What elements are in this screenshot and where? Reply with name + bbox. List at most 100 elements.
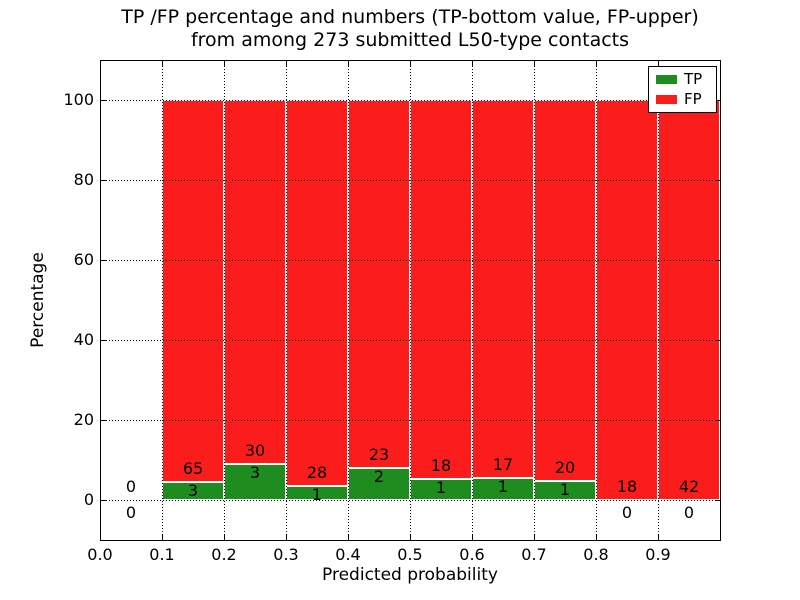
x-tick-mark bbox=[286, 61, 287, 66]
x-tick-mark bbox=[410, 61, 411, 66]
x-tick-label: 0.0 bbox=[87, 545, 113, 564]
y-tick-mark bbox=[715, 180, 720, 181]
chart-title-line1: TP /FP percentage and numbers (TP-bottom… bbox=[121, 6, 699, 28]
x-tick-mark bbox=[348, 61, 349, 66]
legend: TP FP bbox=[648, 66, 717, 113]
x-tick-mark bbox=[410, 535, 411, 540]
y-tick-mark bbox=[101, 340, 106, 341]
y-tick-mark bbox=[101, 420, 106, 421]
x-gridline bbox=[472, 60, 473, 540]
fp-bar-segment bbox=[162, 100, 224, 483]
y-tick-label: 80 bbox=[73, 170, 94, 189]
y-gridline bbox=[100, 340, 720, 341]
x-tick-mark bbox=[100, 535, 101, 540]
tp-count-label: 0 bbox=[683, 503, 695, 522]
y-gridline bbox=[100, 420, 720, 421]
x-tick-label: 0.2 bbox=[211, 545, 237, 564]
y-gridline bbox=[100, 180, 720, 181]
fp-count-label: 18 bbox=[616, 477, 638, 496]
chart-title: TP /FP percentage and numbers (TP-bottom… bbox=[90, 6, 730, 52]
x-tick-label: 0.5 bbox=[397, 545, 423, 564]
x-tick-mark bbox=[534, 61, 535, 66]
x-tick-mark bbox=[472, 61, 473, 66]
x-tick-mark bbox=[162, 535, 163, 540]
x-tick-mark bbox=[286, 535, 287, 540]
y-axis-label: Percentage bbox=[28, 252, 48, 348]
tp-count-label: 2 bbox=[373, 467, 385, 486]
fp-count-label: 28 bbox=[306, 463, 328, 483]
tp-bar-segment bbox=[348, 468, 410, 500]
y-tick-mark bbox=[715, 500, 720, 501]
x-tick-mark bbox=[224, 61, 225, 66]
tp-count-label: 3 bbox=[187, 481, 199, 501]
x-tick-mark bbox=[658, 61, 659, 66]
tp-bar-segment bbox=[224, 463, 286, 500]
y-tick-label: 100 bbox=[63, 90, 94, 109]
x-tick-mark bbox=[720, 535, 721, 540]
x-tick-mark bbox=[596, 535, 597, 540]
x-tick-mark bbox=[348, 535, 349, 540]
x-tick-mark bbox=[472, 535, 473, 540]
x-tick-label: 0.3 bbox=[273, 545, 299, 564]
y-tick-mark bbox=[715, 420, 720, 421]
x-tick-mark bbox=[224, 535, 225, 540]
y-gridline bbox=[100, 260, 720, 261]
x-tick-label: 0.9 bbox=[645, 545, 671, 564]
y-tick-mark bbox=[101, 260, 106, 261]
fp-bar-segment bbox=[534, 100, 596, 481]
legend-item-fp: FP bbox=[656, 92, 716, 107]
y-tick-label: 0 bbox=[83, 490, 94, 509]
y-tick-mark bbox=[101, 180, 106, 181]
y-tick-mark bbox=[715, 260, 720, 261]
y-tick-mark bbox=[101, 500, 106, 501]
y-tick-mark bbox=[715, 100, 720, 101]
x-gridline bbox=[534, 60, 535, 540]
x-tick-mark bbox=[534, 535, 535, 540]
fp-bar-segment bbox=[286, 100, 348, 487]
legend-item-tp: TP bbox=[656, 72, 716, 87]
fp-count-label: 42 bbox=[678, 477, 700, 496]
y-tick-label: 20 bbox=[73, 410, 94, 429]
fp-count-label: 0 bbox=[125, 477, 137, 496]
tp-count-label: 0 bbox=[621, 503, 633, 522]
fp-bar-segment bbox=[348, 100, 410, 468]
x-gridline bbox=[162, 60, 163, 540]
fp-count-label: 65 bbox=[182, 459, 204, 479]
tp-count-label: 0 bbox=[125, 503, 137, 522]
fp-bar-segment bbox=[472, 100, 534, 478]
fp-legend-label: FP bbox=[684, 90, 702, 108]
fp-count-label: 23 bbox=[368, 445, 390, 464]
x-tick-label: 0.6 bbox=[459, 545, 485, 564]
x-gridline bbox=[658, 60, 659, 540]
fp-legend-swatch-icon bbox=[656, 95, 677, 104]
x-tick-mark bbox=[720, 61, 721, 66]
tp-count-label: 3 bbox=[249, 462, 261, 482]
fp-bar-segment bbox=[596, 100, 658, 500]
fp-bar-segment bbox=[410, 100, 472, 479]
y-tick-label: 40 bbox=[73, 330, 94, 349]
x-gridline bbox=[224, 60, 225, 540]
tp-legend-label: TP bbox=[684, 70, 703, 88]
x-tick-mark bbox=[658, 535, 659, 540]
fp-bar-segment bbox=[224, 100, 286, 464]
x-tick-mark bbox=[162, 61, 163, 66]
x-gridline bbox=[286, 60, 287, 540]
y-tick-label: 60 bbox=[73, 250, 94, 269]
fp-count-label: 18 bbox=[430, 455, 452, 475]
tp-count-label: 1 bbox=[311, 485, 323, 505]
tp-count-label: 1 bbox=[559, 479, 571, 499]
x-tick-label: 0.8 bbox=[583, 545, 609, 564]
x-tick-label: 0.4 bbox=[335, 545, 361, 564]
fp-bar-segment bbox=[658, 100, 720, 500]
fp-count-label: 30 bbox=[244, 440, 266, 460]
y-tick-mark bbox=[101, 100, 106, 101]
y-tick-mark bbox=[715, 340, 720, 341]
tp-count-label: 1 bbox=[497, 476, 509, 496]
x-tick-label: 0.7 bbox=[521, 545, 547, 564]
x-tick-mark bbox=[596, 61, 597, 66]
fp-count-label: 20 bbox=[554, 457, 576, 477]
chart-title-line2: from among 273 submitted L50-type contac… bbox=[190, 29, 630, 51]
fp-count-label: 17 bbox=[492, 454, 514, 474]
x-tick-label: 0.1 bbox=[149, 545, 175, 564]
